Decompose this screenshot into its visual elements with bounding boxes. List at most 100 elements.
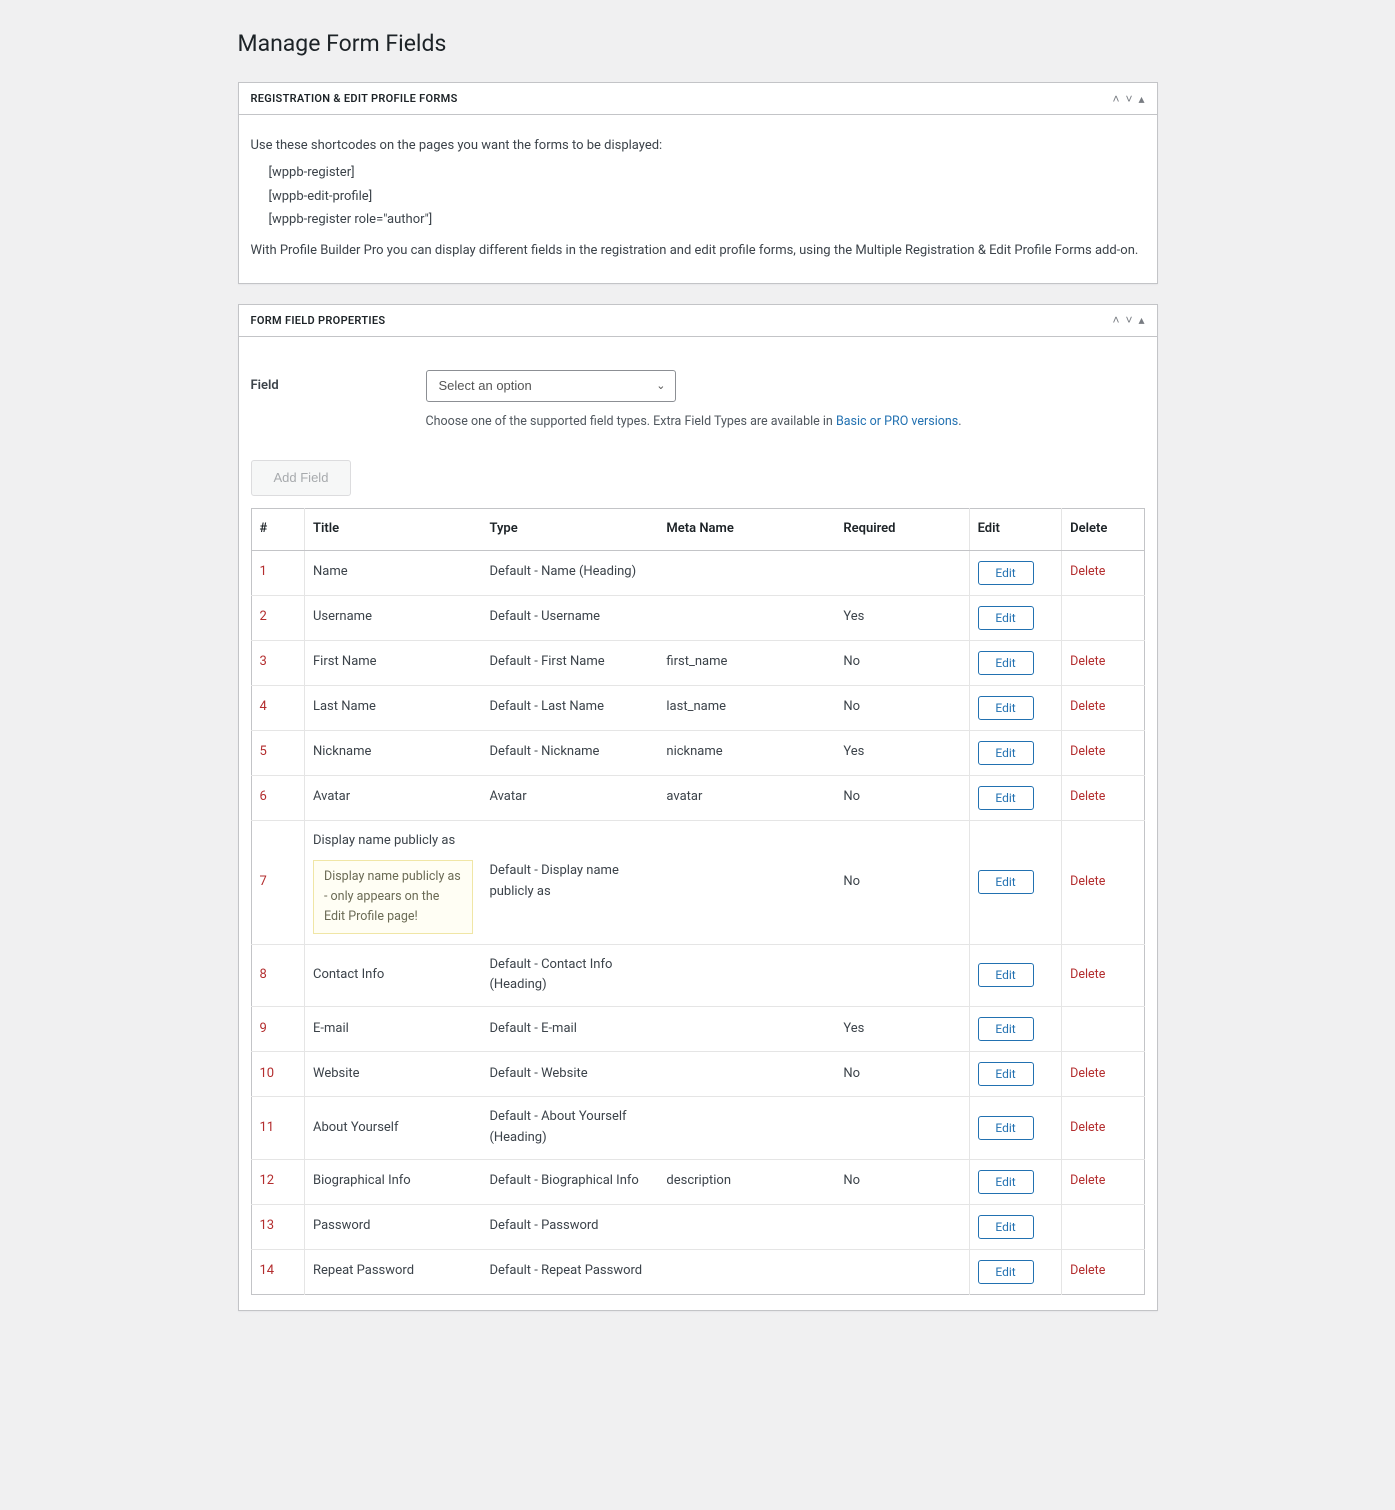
helper-link[interactable]: Basic or PRO versions (836, 414, 958, 429)
add-field-button[interactable]: Add Field (251, 460, 352, 496)
row-delete-cell: Delete (1062, 685, 1144, 730)
delete-link[interactable]: Delete (1070, 654, 1105, 669)
delete-link[interactable]: Delete (1070, 874, 1105, 889)
edit-button[interactable]: Edit (978, 786, 1034, 810)
table-header-row: # Title Type Meta Name Required Edit Del… (251, 508, 1144, 550)
page-title: Manage Form Fields (238, 30, 1158, 57)
row-type: Default - About Yourself (Heading) (481, 1097, 658, 1160)
row-number: 9 (251, 1007, 304, 1052)
panel-handle-actions: ˄ ˅ ▴ (1112, 93, 1144, 105)
move-up-icon[interactable]: ˄ (1112, 314, 1119, 326)
row-required: No (835, 640, 969, 685)
edit-button[interactable]: Edit (978, 696, 1034, 720)
row-number: 2 (251, 595, 304, 640)
row-title: Password (304, 1204, 481, 1249)
delete-link[interactable]: Delete (1070, 564, 1105, 579)
fields-table: # Title Type Meta Name Required Edit Del… (251, 508, 1145, 1295)
row-edit-cell: Edit (969, 550, 1062, 595)
row-required: No (835, 820, 969, 944)
row-delete-cell (1062, 1204, 1144, 1249)
edit-button[interactable]: Edit (978, 561, 1034, 585)
move-up-icon[interactable]: ˄ (1112, 93, 1119, 105)
edit-button[interactable]: Edit (978, 1017, 1034, 1041)
move-down-icon[interactable]: ˅ (1125, 314, 1132, 326)
row-required: Yes (835, 730, 969, 775)
row-type: Default - Last Name (481, 685, 658, 730)
edit-button[interactable]: Edit (978, 651, 1034, 675)
delete-link[interactable]: Delete (1070, 1120, 1105, 1135)
row-required: No (835, 775, 969, 820)
delete-link[interactable]: Delete (1070, 1263, 1105, 1278)
row-title: Contact Info (304, 944, 481, 1007)
panel-handle-actions: ˄ ˅ ▴ (1112, 314, 1144, 326)
col-meta-header: Meta Name (658, 508, 835, 550)
row-type: Avatar (481, 775, 658, 820)
row-meta (658, 1007, 835, 1052)
row-delete-cell: Delete (1062, 1249, 1144, 1294)
helper-text-pre: Choose one of the supported field types.… (426, 414, 836, 429)
edit-button[interactable]: Edit (978, 870, 1034, 894)
row-meta: avatar (658, 775, 835, 820)
toggle-icon[interactable]: ▴ (1138, 93, 1144, 105)
row-type: Default - First Name (481, 640, 658, 685)
panel-body: Use these shortcodes on the pages you wa… (239, 115, 1157, 283)
edit-button[interactable]: Edit (978, 606, 1034, 630)
delete-link[interactable]: Delete (1070, 1066, 1105, 1081)
table-row: 6AvatarAvataravatarNoEditDelete (251, 775, 1144, 820)
table-row: 14Repeat PasswordDefault - Repeat Passwo… (251, 1249, 1144, 1294)
row-delete-cell: Delete (1062, 775, 1144, 820)
panel-heading: REGISTRATION & EDIT PROFILE FORMS (251, 92, 458, 105)
col-type-header: Type (481, 508, 658, 550)
row-delete-cell (1062, 595, 1144, 640)
panel-header: REGISTRATION & EDIT PROFILE FORMS ˄ ˅ ▴ (239, 83, 1157, 115)
footer-text: With Profile Builder Pro you can display… (251, 241, 1145, 262)
delete-link[interactable]: Delete (1070, 789, 1105, 804)
edit-button[interactable]: Edit (978, 1170, 1034, 1194)
table-row: 12Biographical InfoDefault - Biographica… (251, 1159, 1144, 1204)
row-number: 3 (251, 640, 304, 685)
delete-link[interactable]: Delete (1070, 744, 1105, 759)
row-edit-cell: Edit (969, 775, 1062, 820)
table-row: 3First NameDefault - First Namefirst_nam… (251, 640, 1144, 685)
row-meta (658, 1097, 835, 1160)
panel-body: Field Select an option ⌄ Choose one of t… (239, 337, 1157, 1310)
edit-button[interactable]: Edit (978, 1062, 1034, 1086)
edit-button[interactable]: Edit (978, 741, 1034, 765)
row-edit-cell: Edit (969, 685, 1062, 730)
row-number: 14 (251, 1249, 304, 1294)
row-title: Name (304, 550, 481, 595)
field-label: Field (251, 370, 426, 397)
table-row: 2UsernameDefault - UsernameYesEdit (251, 595, 1144, 640)
row-edit-cell: Edit (969, 1097, 1062, 1160)
delete-link[interactable]: Delete (1070, 1173, 1105, 1188)
row-title: Last Name (304, 685, 481, 730)
edit-button[interactable]: Edit (978, 1215, 1034, 1239)
row-type: Default - Nickname (481, 730, 658, 775)
row-meta: nickname (658, 730, 835, 775)
delete-link[interactable]: Delete (1070, 967, 1105, 982)
helper-text-post: . (958, 414, 961, 429)
toggle-icon[interactable]: ▴ (1138, 314, 1144, 326)
row-title: Username (304, 595, 481, 640)
row-title: Website (304, 1052, 481, 1097)
row-title: Display name publicly asDisplay name pub… (304, 820, 481, 944)
row-title: About Yourself (304, 1097, 481, 1160)
row-meta: last_name (658, 685, 835, 730)
row-required (835, 944, 969, 1007)
row-type: Default - Display name publicly as (481, 820, 658, 944)
row-required (835, 1204, 969, 1249)
row-meta: first_name (658, 640, 835, 685)
row-meta (658, 550, 835, 595)
row-number: 10 (251, 1052, 304, 1097)
row-edit-cell: Edit (969, 1007, 1062, 1052)
move-down-icon[interactable]: ˅ (1125, 93, 1132, 105)
col-delete-header: Delete (1062, 508, 1144, 550)
table-row: 1NameDefault - Name (Heading)EditDelete (251, 550, 1144, 595)
edit-button[interactable]: Edit (978, 963, 1034, 987)
delete-link[interactable]: Delete (1070, 699, 1105, 714)
field-type-select[interactable]: Select an option (426, 370, 676, 402)
row-type: Default - Biographical Info (481, 1159, 658, 1204)
edit-button[interactable]: Edit (978, 1260, 1034, 1284)
row-required (835, 550, 969, 595)
edit-button[interactable]: Edit (978, 1116, 1034, 1140)
